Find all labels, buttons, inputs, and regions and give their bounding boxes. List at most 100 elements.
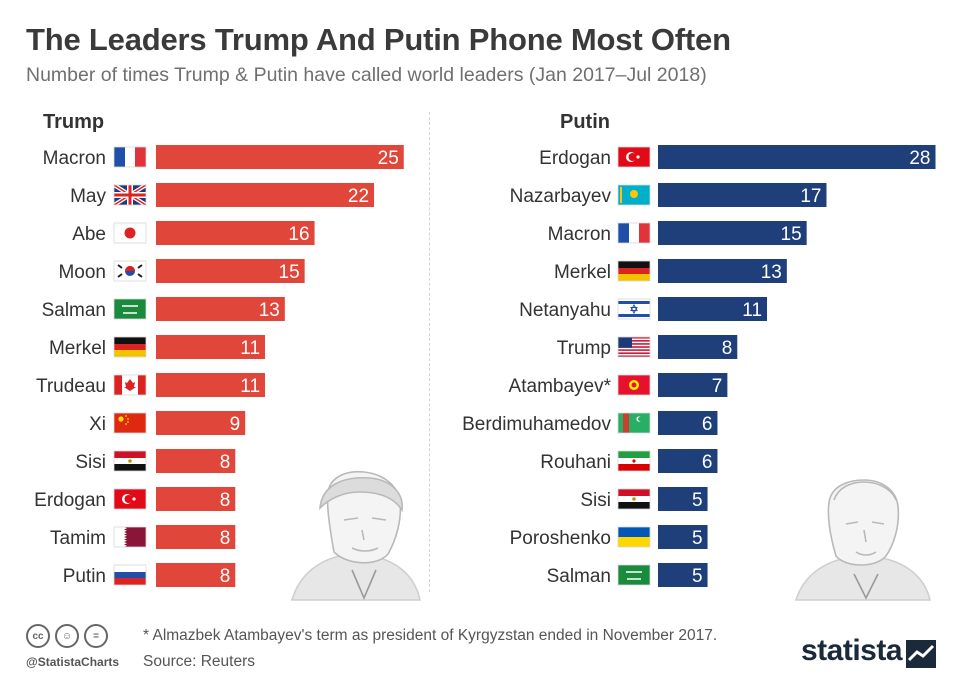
putin-bar — [658, 373, 728, 397]
trump-category-label: Salman — [42, 300, 106, 321]
turkey-flag-icon — [113, 488, 147, 510]
trump-category-label: Merkel — [49, 338, 106, 359]
putin-bar — [658, 145, 936, 169]
trump-bar — [156, 525, 236, 549]
trump-value-label: 25 — [378, 148, 399, 169]
egypt-flag-icon — [617, 488, 651, 510]
putin-bar — [658, 221, 807, 245]
putin-bar — [658, 525, 708, 549]
egypt-flag-icon — [113, 450, 147, 472]
russia-flag-icon — [113, 564, 147, 586]
trump-value-label: 8 — [220, 566, 231, 587]
canada-flag-icon — [113, 374, 147, 396]
trump-bar — [156, 487, 236, 511]
trump-category-label: May — [70, 186, 106, 207]
putin-panel: Putin Erdogan 28 Nazarbayev 17 Macron 15 Merkel… — [462, 111, 936, 587]
putin-value-label: 5 — [692, 566, 703, 587]
by-icon: ☺ — [55, 624, 79, 648]
kazakhstan-flag-icon — [617, 184, 651, 206]
qatar-flag-icon — [113, 526, 147, 548]
chart-subtitle: Number of times Trump & Putin have calle… — [26, 64, 707, 86]
trump-category-label: Putin — [63, 566, 106, 587]
trump-bar — [156, 221, 315, 245]
trump-value-label: 9 — [230, 414, 241, 435]
trump-panel: Trump Macron 25 May 22 Abe 16 Moon 15 Salman 13 Mer… — [34, 111, 404, 587]
putin-category-label: Poroshenko — [510, 528, 611, 549]
trump-category-label: Trudeau — [36, 376, 106, 397]
putin-panel-title: Putin — [560, 111, 610, 133]
usa-flag-icon — [617, 336, 651, 358]
trump-bar — [156, 563, 236, 587]
kyrgyzstan-flag-icon — [617, 374, 651, 396]
putin-bar — [658, 449, 718, 473]
trump-value-label: 11 — [240, 338, 260, 359]
trump-value-label: 22 — [348, 186, 369, 207]
japan-flag-icon — [113, 222, 147, 244]
putin-portrait-icon — [794, 479, 932, 601]
trump-bar — [156, 449, 236, 473]
france-flag-icon — [113, 146, 147, 168]
france-flag-icon — [617, 222, 651, 244]
trump-value-label: 11 — [240, 376, 260, 397]
putin-value-label: 28 — [909, 148, 930, 169]
putin-category-label: Rouhani — [540, 452, 611, 473]
putin-value-label: 8 — [722, 338, 733, 359]
putin-category-label: Nazarbayev — [510, 186, 612, 207]
chart-title: The Leaders Trump And Putin Phone Most O… — [26, 22, 731, 57]
cc-icon: cc — [26, 624, 50, 648]
trump-portrait-icon — [290, 470, 421, 601]
license-icons: cc ☺ = — [26, 624, 108, 648]
trump-panel-title: Trump — [43, 111, 104, 133]
putin-value-label: 11 — [742, 300, 762, 321]
putin-value-label: 5 — [692, 490, 703, 511]
turkmenistan-flag-icon — [617, 412, 651, 434]
putin-value-label: 17 — [800, 186, 821, 207]
trump-value-label: 16 — [288, 224, 309, 245]
turkey-flag-icon — [617, 146, 651, 168]
putin-category-label: Merkel — [554, 262, 611, 283]
germany-flag-icon — [617, 260, 651, 282]
trump-category-label: Xi — [89, 414, 106, 435]
putin-bar — [658, 411, 718, 435]
trump-bar — [156, 411, 246, 435]
trump-value-label: 8 — [220, 528, 231, 549]
nd-icon: = — [84, 624, 108, 648]
putin-bar — [658, 259, 787, 283]
germany-flag-icon — [113, 336, 147, 358]
saudi-arabia-flag-icon — [113, 298, 147, 320]
ukraine-flag-icon — [617, 526, 651, 548]
uk-flag-icon — [112, 183, 148, 207]
south-korea-flag-icon — [113, 260, 147, 282]
social-handle: @StatistaCharts — [26, 655, 120, 669]
trump-category-label: Sisi — [75, 452, 106, 473]
putin-category-label: Trump — [557, 338, 611, 359]
putin-value-label: 6 — [702, 414, 713, 435]
putin-category-label: Salman — [547, 566, 611, 587]
putin-category-label: Macron — [548, 224, 611, 245]
trump-bar — [156, 335, 266, 359]
source-note: Source: Reuters — [143, 653, 255, 670]
putin-category-label: Atambayev* — [509, 376, 612, 397]
china-flag-icon — [113, 412, 147, 434]
trump-category-label: Tamim — [50, 528, 106, 549]
putin-bar — [658, 487, 708, 511]
iran-flag-icon — [617, 450, 651, 472]
putin-bar — [658, 335, 738, 359]
footnote: * Almazbek Atambayev's term as president… — [143, 627, 718, 644]
trump-bar — [156, 297, 285, 321]
trump-category-label: Abe — [72, 224, 106, 245]
trump-category-label: Moon — [58, 262, 106, 283]
trump-value-label: 8 — [220, 452, 231, 473]
putin-category-label: Erdogan — [539, 148, 611, 169]
trump-bar — [156, 183, 375, 207]
trump-bar — [156, 145, 404, 169]
trump-category-label: Erdogan — [34, 490, 106, 511]
putin-value-label: 5 — [692, 528, 703, 549]
trump-bar — [156, 373, 266, 397]
putin-bar — [658, 563, 708, 587]
putin-category-label: Sisi — [580, 490, 611, 511]
putin-bar — [658, 297, 768, 321]
putin-category-label: Berdimuhamedov — [462, 414, 611, 435]
putin-value-label: 6 — [702, 452, 713, 473]
